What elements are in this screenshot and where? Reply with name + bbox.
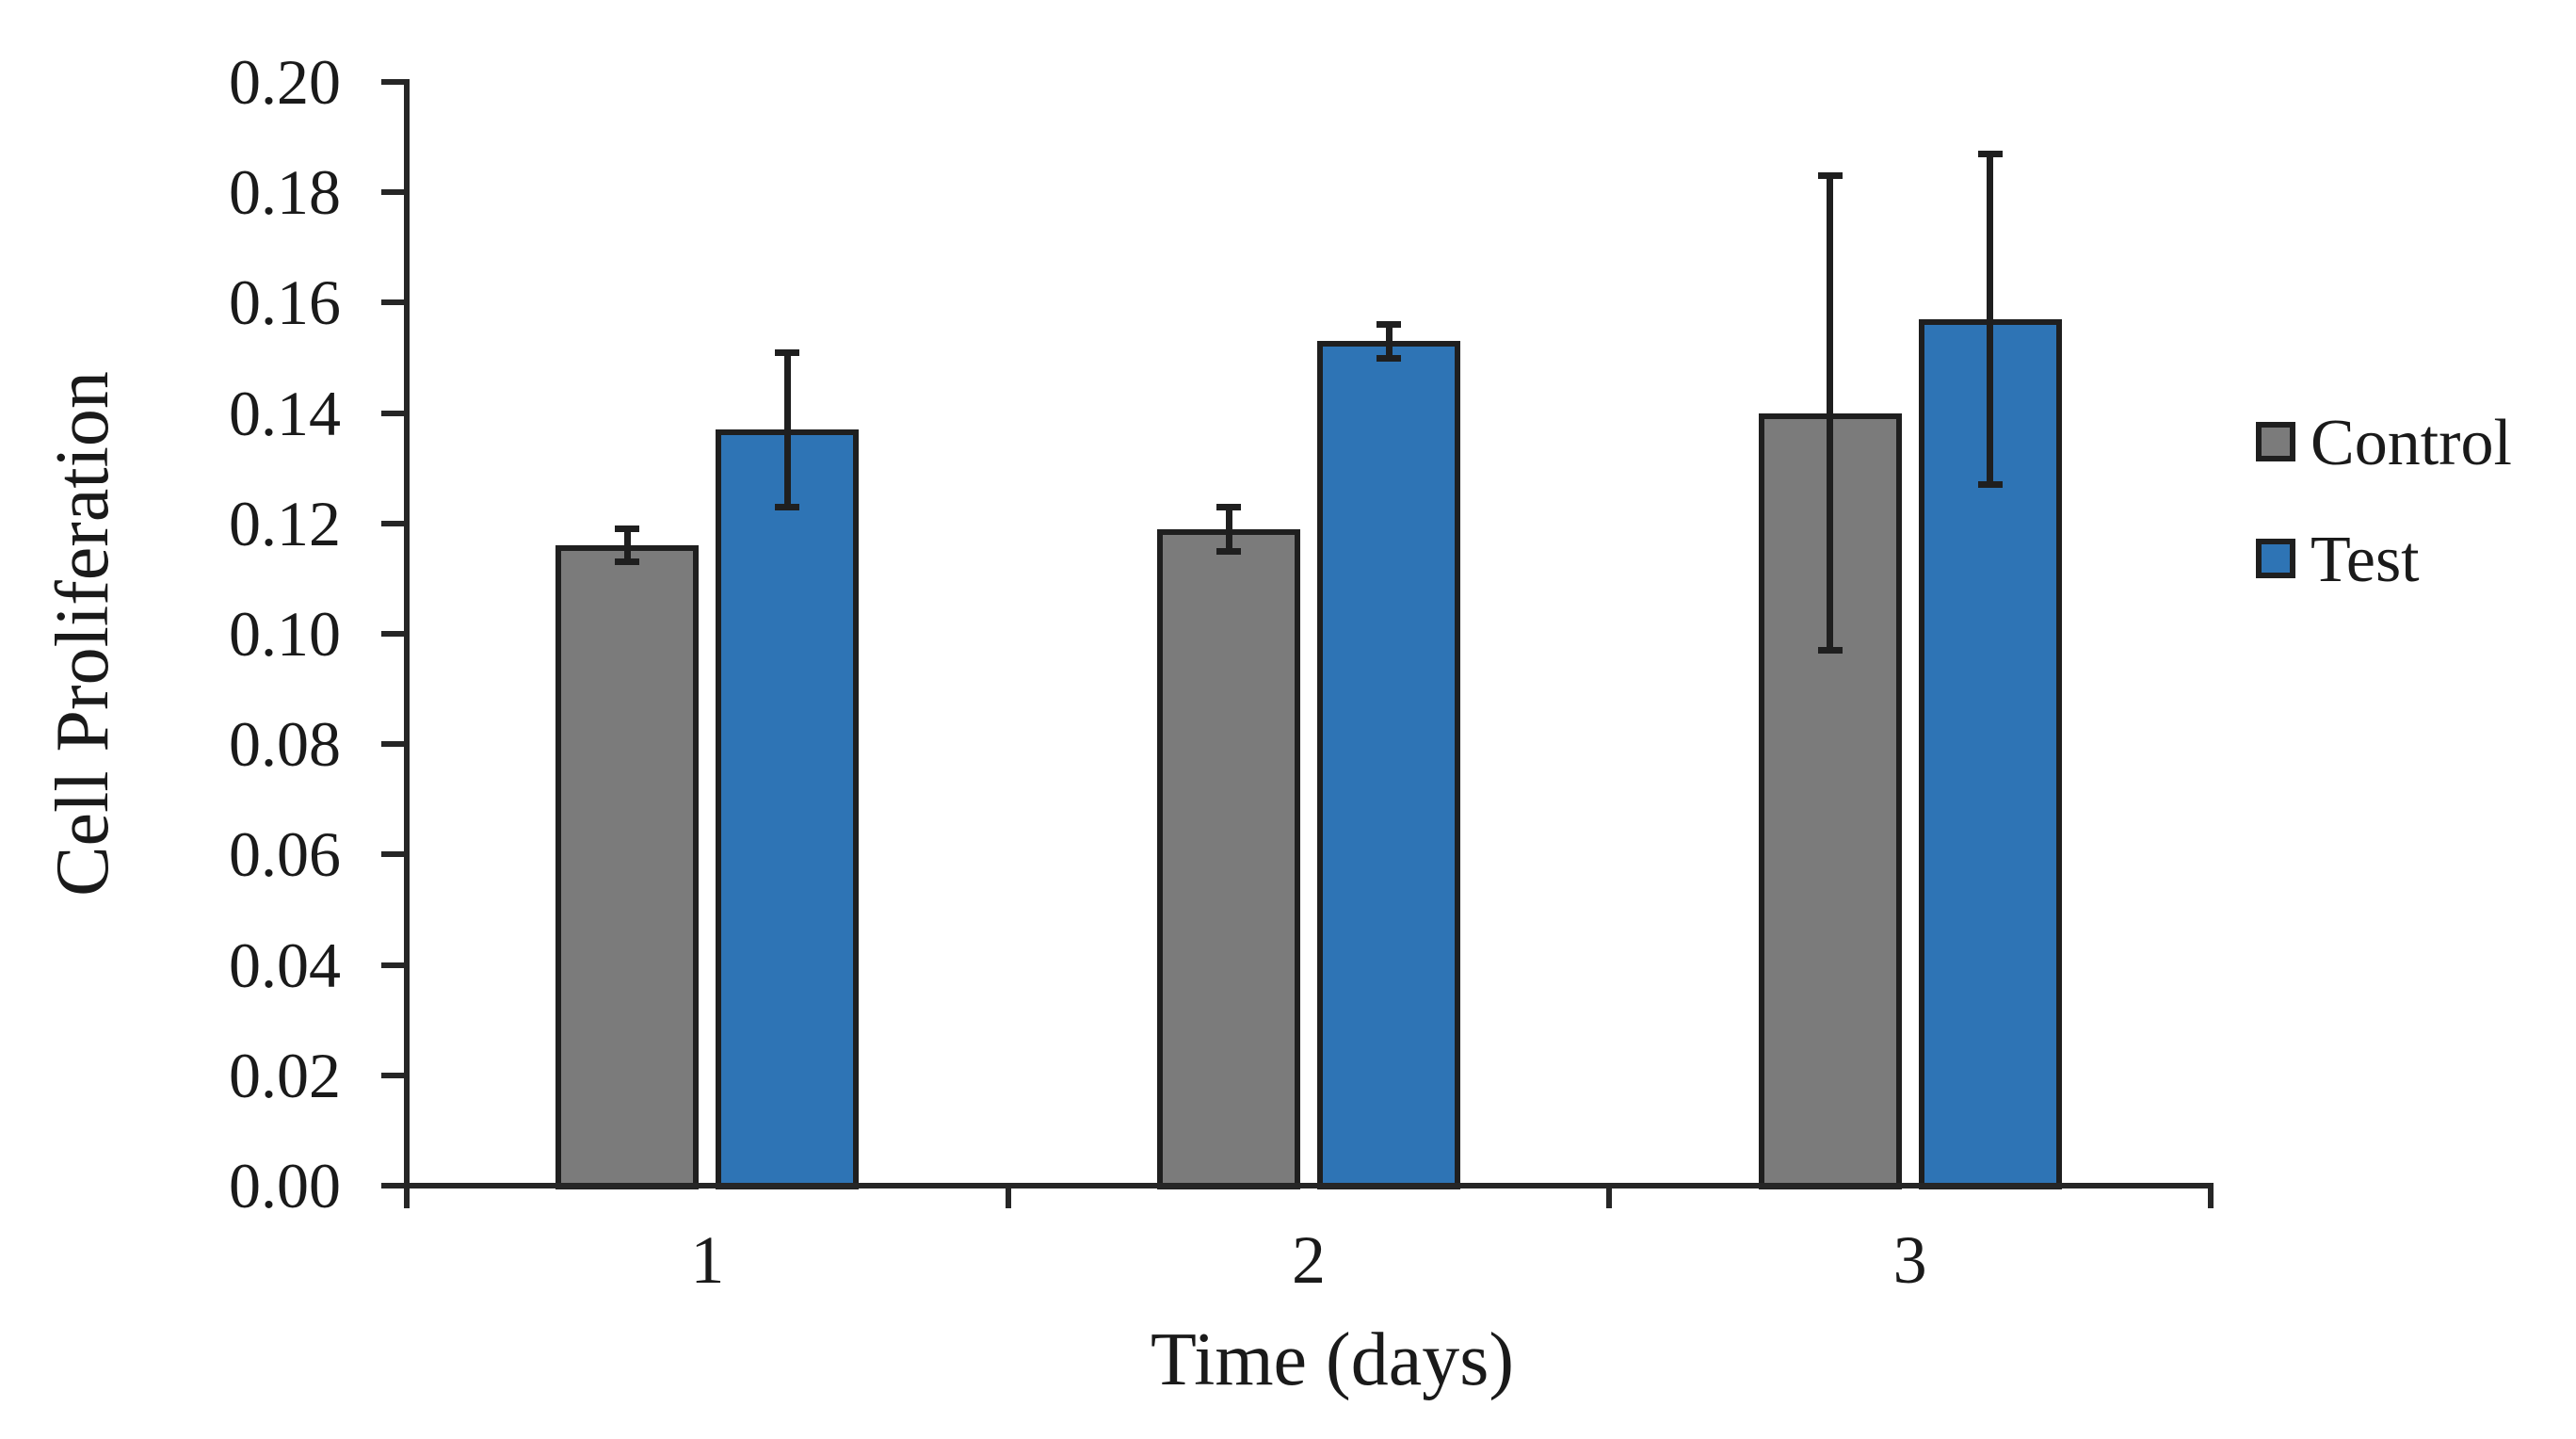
y-axis-line <box>404 79 410 1208</box>
bar-test-day2 <box>1317 341 1460 1189</box>
x-tick-mark <box>1606 1186 1613 1208</box>
x-axis-title: Time (days) <box>1151 1318 1514 1401</box>
y-tick-label: 0.08 <box>229 708 341 781</box>
y-tick-label: 0.14 <box>229 377 341 449</box>
y-tick-mark <box>381 741 407 748</box>
error-bar-control-day3-line <box>1827 175 1834 651</box>
bar-control-day1 <box>555 545 700 1189</box>
error-bar-test-day1-cap-bottom <box>775 503 800 510</box>
y-tick-mark <box>381 1183 407 1188</box>
bar-test-day1 <box>716 429 860 1189</box>
error-bar-test-day1-line <box>783 352 791 508</box>
y-tick-mark <box>381 79 407 85</box>
y-tick-mark <box>381 520 407 526</box>
y-tick-mark <box>381 631 407 637</box>
y-tick-label: 0.06 <box>229 818 341 891</box>
x-tick-mark <box>1005 1186 1011 1208</box>
x-tick-mark <box>2208 1186 2214 1208</box>
error-bar-test-day2-cap-top <box>1377 321 1401 329</box>
error-bar-test-day2-cap-bottom <box>1377 354 1401 362</box>
error-bar-test-day2-line <box>1385 324 1393 358</box>
y-tick-label: 0.16 <box>229 267 341 339</box>
y-tick-label: 0.12 <box>229 487 341 559</box>
error-bar-test-day3-line <box>1987 154 1994 485</box>
y-tick-mark <box>381 1072 407 1078</box>
y-tick-label: 0.02 <box>229 1039 341 1111</box>
y-tick-mark <box>381 851 407 858</box>
x-tick-label-2: 2 <box>1292 1222 1326 1298</box>
y-tick-label: 0.18 <box>229 156 341 229</box>
y-tick-label: 0.20 <box>229 46 341 118</box>
error-bar-control-day1-line <box>623 528 631 562</box>
legend-label-test: Test <box>2310 524 2420 596</box>
error-bar-control-day1-cap-top <box>615 525 640 533</box>
y-tick-mark <box>381 410 407 416</box>
x-tick-mark <box>404 1186 410 1208</box>
y-tick-mark <box>381 299 407 306</box>
bar-control-day2 <box>1157 528 1300 1189</box>
x-tick-label-3: 3 <box>1892 1222 1927 1298</box>
y-tick-label: 0.04 <box>229 929 341 1001</box>
error-bar-control-day2-cap-top <box>1216 503 1241 510</box>
y-tick-label: 0.00 <box>229 1150 341 1221</box>
legend-label-control: Control <box>2310 407 2512 479</box>
error-bar-control-day2-cap-bottom <box>1216 547 1241 555</box>
error-bar-test-day1-cap-top <box>775 348 800 356</box>
error-bar-test-day3-cap-top <box>1977 150 2003 157</box>
control-series-swatch-icon <box>2256 422 2295 461</box>
x-tick-label-1: 1 <box>690 1222 725 1298</box>
y-tick-mark <box>381 189 407 196</box>
error-bar-control-day3-cap-top <box>1817 172 1843 180</box>
error-bar-control-day1-cap-bottom <box>615 558 640 566</box>
y-tick-mark <box>381 962 407 968</box>
y-tick-label: 0.10 <box>229 598 341 670</box>
x-axis-line <box>404 1183 2214 1188</box>
error-bar-control-day2-line <box>1225 507 1232 552</box>
error-bar-control-day3-cap-bottom <box>1817 647 1843 655</box>
test-series-swatch-icon <box>2256 539 2295 578</box>
legend: Control Test <box>2256 411 2567 608</box>
error-bar-test-day3-cap-bottom <box>1977 481 2003 489</box>
